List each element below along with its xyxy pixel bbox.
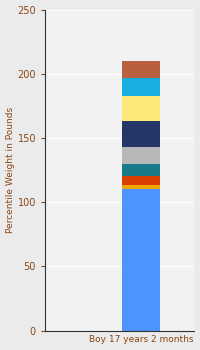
Bar xyxy=(122,176,160,186)
Bar xyxy=(122,96,160,121)
Bar xyxy=(122,61,160,78)
Bar xyxy=(122,186,160,189)
Bar xyxy=(122,189,160,331)
Bar xyxy=(122,121,160,147)
Bar xyxy=(122,78,160,96)
Bar xyxy=(122,164,160,176)
Bar xyxy=(122,147,160,164)
Y-axis label: Percentile Weight in Pounds: Percentile Weight in Pounds xyxy=(6,107,15,233)
